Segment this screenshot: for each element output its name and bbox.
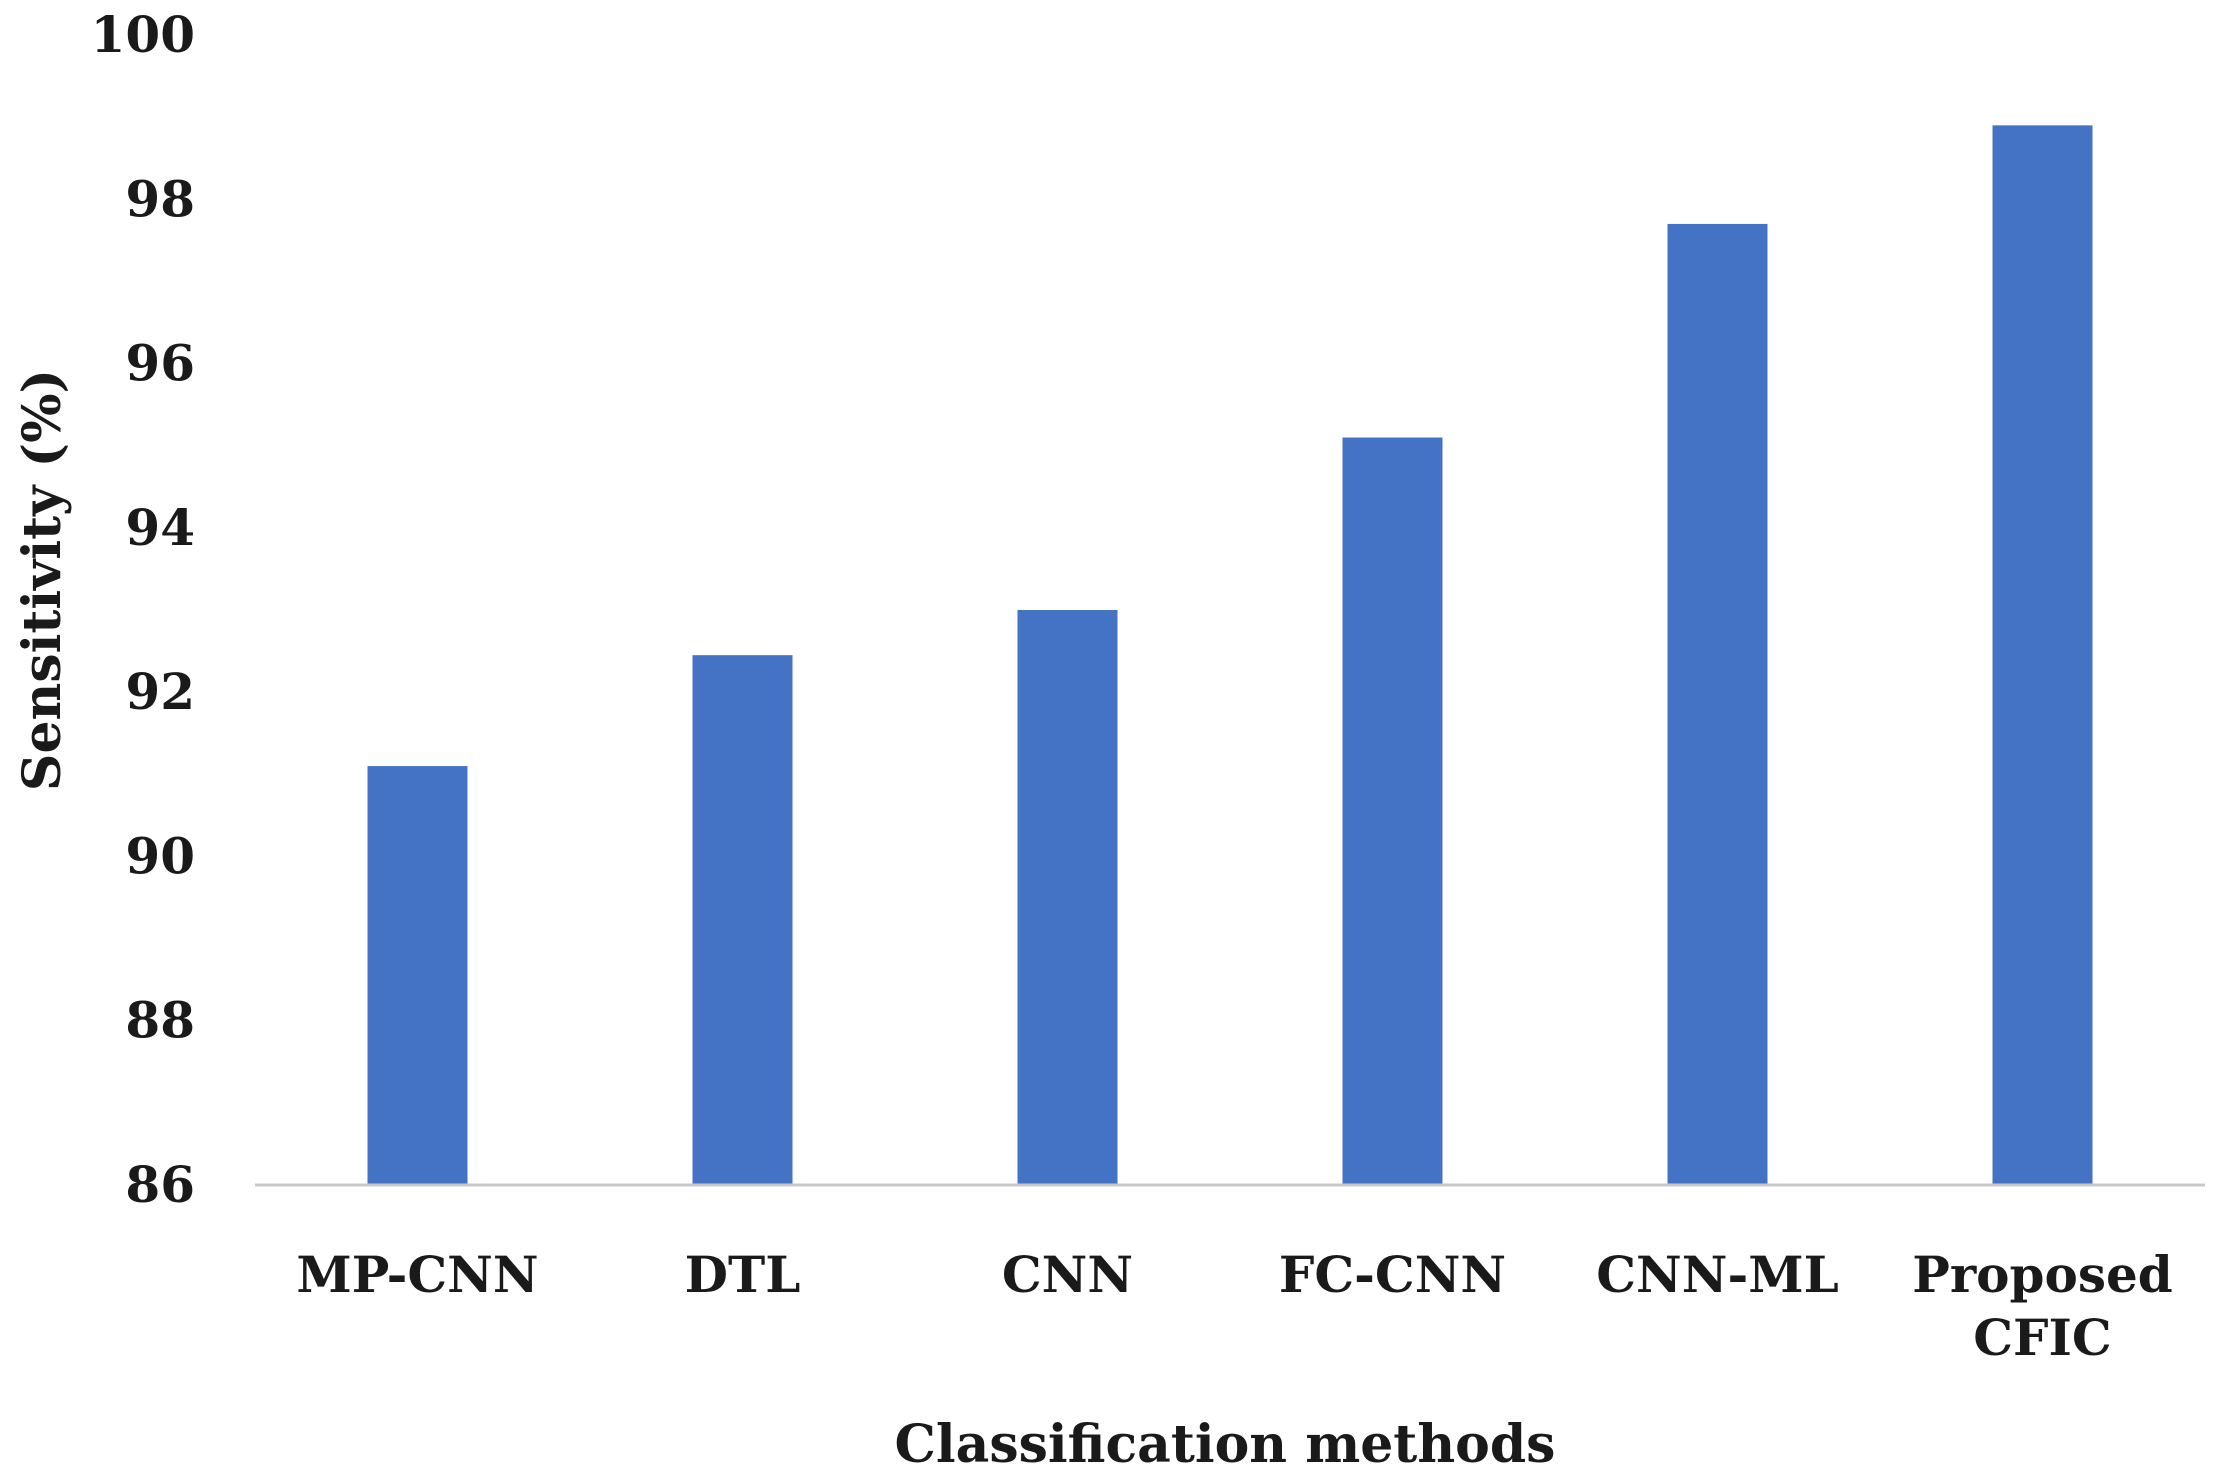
x-category-label-line: FC-CNN <box>1279 1245 1506 1304</box>
x-category-label: FC-CNN <box>1279 1245 1506 1304</box>
x-category-label-line: CFIC <box>1973 1308 2111 1367</box>
x-category-label: CNN-ML <box>1596 1245 1838 1304</box>
x-category-label-line: DTL <box>685 1245 801 1304</box>
y-tick-label: 86 <box>125 1155 195 1214</box>
y-tick-label: 90 <box>125 826 195 885</box>
bar <box>1667 223 1768 1185</box>
x-category-label: DTL <box>685 1245 801 1304</box>
y-tick-label: 96 <box>125 334 195 393</box>
y-tick-label: 94 <box>125 498 195 557</box>
x-category-label-line: Proposed <box>1912 1245 2173 1304</box>
y-tick-label: 98 <box>125 169 195 228</box>
y-axis-ticks: 86 88 90 92 94 96 98 100 <box>91 5 195 1214</box>
y-tick-label: 100 <box>91 5 195 64</box>
bar <box>1017 610 1118 1185</box>
x-category-label: MP-CNN <box>296 1245 538 1304</box>
x-category-label-line: CNN-ML <box>1596 1245 1838 1304</box>
bar <box>692 655 793 1185</box>
x-category-label-line: MP-CNN <box>296 1245 538 1304</box>
bar-series <box>367 125 2093 1185</box>
x-category-label-line: CNN <box>1002 1245 1133 1304</box>
x-axis-category-labels: MP-CNN DTL CNN FC-CNN CNN-ML Proposed CFIC <box>296 1245 2172 1367</box>
x-category-label: CNN <box>1002 1245 1133 1304</box>
bar <box>1342 437 1443 1185</box>
bar <box>1992 125 2093 1185</box>
x-axis-title: Classification methods <box>895 1414 1556 1475</box>
x-category-label: Proposed CFIC <box>1912 1245 2173 1367</box>
y-axis-title: Sensitivity (%) <box>12 369 73 791</box>
y-tick-label: 92 <box>125 662 195 721</box>
bar <box>367 766 468 1185</box>
y-tick-label: 88 <box>125 991 195 1050</box>
